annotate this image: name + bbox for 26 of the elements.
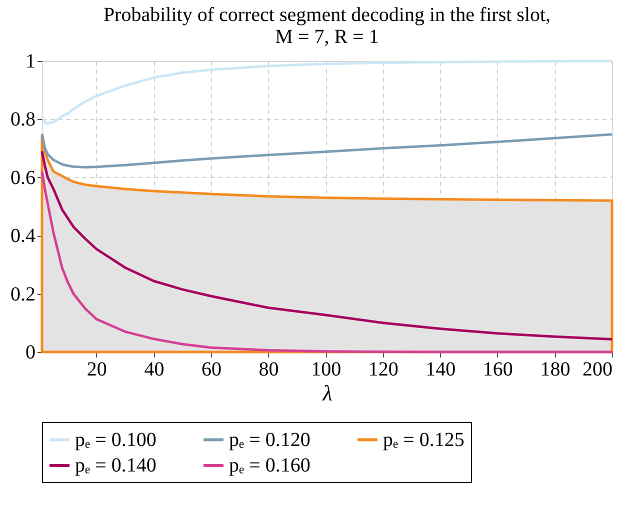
x-tick-label: 60 (201, 358, 222, 380)
x-tick-label: 200 (582, 358, 612, 380)
y-tick-label: 0 (26, 342, 36, 364)
text: Probability of correct segment decoding in the first slot, (103, 4, 551, 26)
x-tick-label: 140 (426, 358, 456, 380)
x-tick-label: 180 (540, 358, 570, 380)
legend-label: pₑ = 0.120 (229, 428, 310, 451)
y-tick-label: 0.8 (10, 108, 36, 131)
legend-label: pₑ = 0.140 (75, 454, 156, 476)
x-tick-label: 160 (482, 358, 513, 380)
x-axis-title: λ (322, 380, 332, 406)
x-tick-label: 80 (258, 358, 279, 380)
x-tick-label: 120 (368, 358, 398, 380)
legend-label: pₑ = 0.160 (229, 454, 310, 476)
y-tick-label: 0.2 (10, 283, 36, 306)
text: M = 7, R = 1 (275, 26, 379, 48)
y-tick-label: 0.4 (10, 225, 36, 248)
y-tick-label: 0.6 (10, 166, 36, 189)
line-series (40, 132, 614, 168)
legend-label: pₑ = 0.125 (383, 428, 464, 451)
legend-label: pₑ = 0.100 (75, 428, 156, 451)
line-series (40, 170, 614, 354)
x-tick-label: 100 (311, 358, 342, 380)
y-tick-label: 1 (26, 50, 36, 72)
x-tick-label: 40 (144, 358, 164, 380)
x-tick-label: 20 (86, 358, 107, 380)
